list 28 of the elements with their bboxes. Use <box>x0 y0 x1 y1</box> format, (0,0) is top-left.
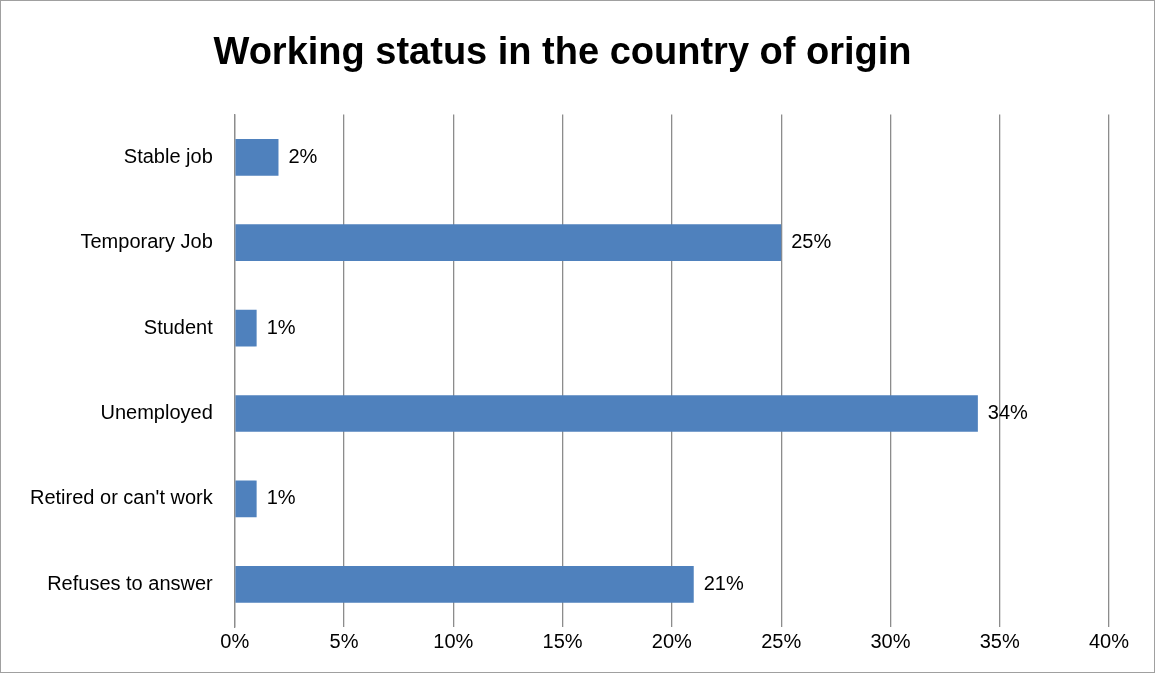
x-tick-label: 20% <box>651 629 693 652</box>
data-label: 1% <box>266 315 296 338</box>
bar <box>235 395 978 432</box>
x-tick-label: 40% <box>1088 629 1130 652</box>
x-tick-label: 15% <box>542 629 583 652</box>
data-label: 34% <box>987 401 1029 424</box>
x-tick-label: 5% <box>329 629 359 652</box>
data-label: 25% <box>791 230 832 253</box>
y-tick-label: Unemployed <box>100 401 213 424</box>
x-tick-label: 35% <box>979 629 1020 652</box>
y-tick-label: Temporary Job <box>80 230 213 253</box>
y-tick-label: Refuses to answer <box>47 571 214 594</box>
x-tick-label: 25% <box>761 629 802 652</box>
y-tick-label: Retired or can't work <box>29 486 214 509</box>
bar <box>235 138 279 176</box>
x-tick-label: 10% <box>433 629 474 652</box>
bar <box>235 480 257 518</box>
x-tick-label: 0% <box>220 629 250 652</box>
data-label: 1% <box>266 486 296 509</box>
bar <box>235 224 782 262</box>
bar <box>235 309 257 347</box>
x-tick-label: 30% <box>870 629 911 652</box>
chart-title: Working status in the country of origin <box>213 30 912 73</box>
data-label: 21% <box>703 571 744 594</box>
data-label: 2% <box>288 144 318 167</box>
bar <box>235 565 694 603</box>
y-tick-label: Stable job <box>123 144 213 167</box>
y-tick-label: Student <box>143 315 214 338</box>
